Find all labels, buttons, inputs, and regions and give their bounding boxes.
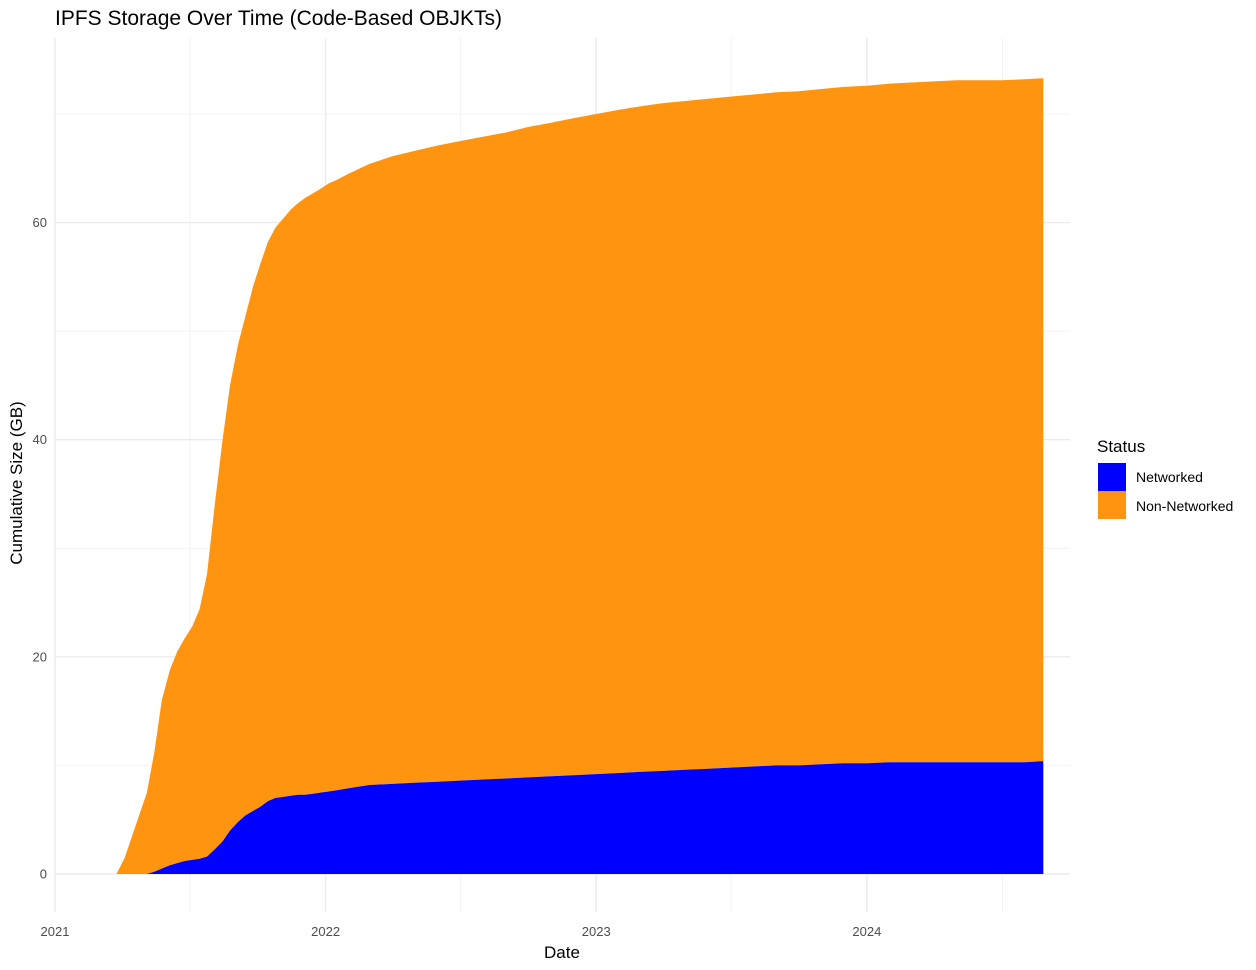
legend-label-networked: Networked: [1136, 469, 1203, 485]
y-tick-label: 20: [33, 649, 47, 664]
area-networked: [116, 761, 1044, 874]
x-tick-label: 2021: [41, 924, 70, 939]
legend: Status Networked Non-Networked: [1097, 437, 1233, 519]
area-series: [116, 78, 1044, 874]
legend-label-non-networked: Non-Networked: [1136, 498, 1233, 514]
x-tick-label: 2024: [852, 924, 881, 939]
x-tick-label: 2023: [582, 924, 611, 939]
legend-title: Status: [1097, 437, 1145, 456]
area-non-networked: [116, 78, 1044, 874]
x-tick-label: 2022: [311, 924, 340, 939]
chart-title: IPFS Storage Over Time (Code-Based OBJKT…: [55, 7, 502, 30]
x-axis-title: Date: [544, 943, 580, 962]
y-tick-label: 40: [33, 432, 47, 447]
y-axis-ticks: 0 20 40 60: [33, 215, 47, 881]
y-axis-title: Cumulative Size (GB): [7, 401, 26, 564]
y-tick-label: 60: [33, 215, 47, 230]
y-tick-label: 0: [40, 867, 47, 882]
legend-swatch-non-networked: [1098, 491, 1126, 519]
legend-swatch-networked: [1098, 463, 1126, 491]
x-axis-ticks: 2021 2022 2023 2024: [41, 924, 882, 939]
